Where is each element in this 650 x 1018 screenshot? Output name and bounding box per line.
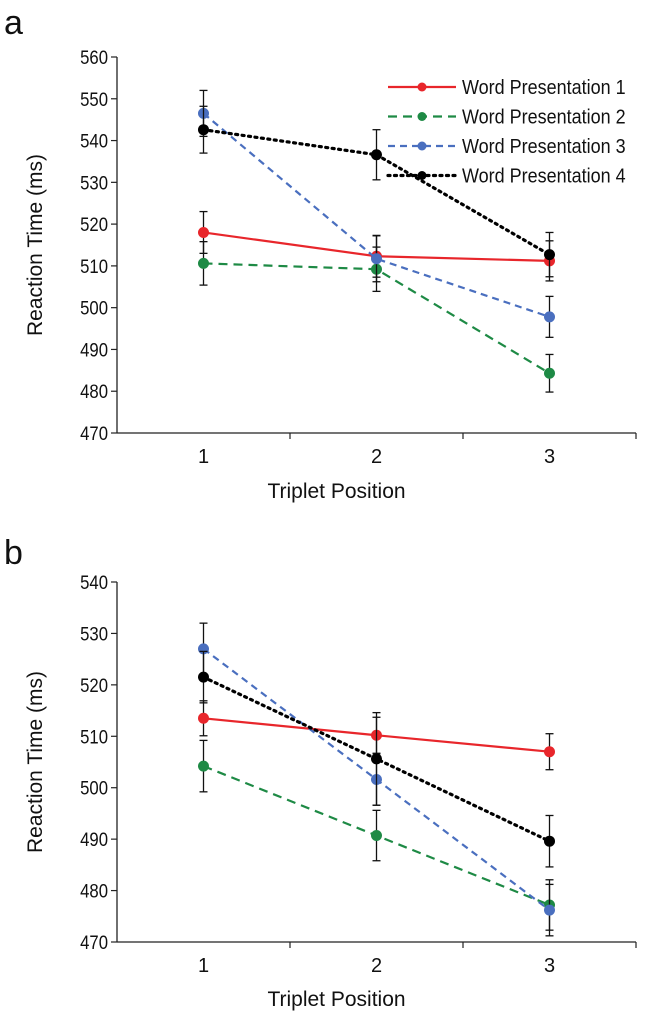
panel-label: a	[4, 4, 23, 42]
y-tick-label: 490	[80, 339, 108, 360]
y-tick-label: 520	[80, 214, 108, 235]
data-point	[371, 753, 382, 765]
y-tick-label: 490	[80, 829, 108, 850]
y-tick-label: 510	[80, 256, 108, 277]
data-point	[371, 830, 382, 842]
data-point	[198, 124, 209, 136]
legend-label: Word Presentation 4	[462, 166, 626, 188]
y-tick-label: 520	[80, 675, 108, 696]
x-tick-label: 2	[371, 955, 382, 977]
data-point	[544, 367, 555, 379]
x-tick-label: 1	[198, 955, 209, 977]
y-tick-label: 500	[80, 778, 108, 799]
data-point	[198, 257, 209, 269]
y-tick-label: 540	[80, 131, 108, 152]
panel-a: a 470 480 490 500 510 520 530 540 550 560 1 2 3 Triple…	[4, 4, 637, 503]
legend-label: Word Presentation 1	[462, 77, 626, 99]
legend-label: Word Presentation 2	[462, 107, 626, 129]
data-point	[544, 746, 555, 758]
data-point	[371, 149, 382, 161]
data-point	[198, 671, 209, 683]
data-point	[198, 226, 209, 238]
series-2	[198, 739, 555, 931]
x-tick-label: 1	[198, 446, 209, 468]
y-tick-label: 510	[80, 726, 108, 747]
legend-marker	[417, 82, 427, 92]
series-4	[198, 105, 555, 278]
legend-marker	[417, 141, 427, 151]
x-tick-label: 2	[371, 446, 382, 468]
y-tick-label: 530	[80, 172, 108, 193]
series-line	[202, 112, 550, 318]
legend-item: Word Presentation 1	[388, 77, 626, 99]
y-axis-label: Reaction Time (ms)	[24, 154, 47, 336]
legend: Word Presentation 1 Word Presentation 2 Wo…	[386, 77, 626, 188]
y-tick-label: 480	[80, 381, 108, 402]
legend-item: Word Presentation 4	[386, 166, 626, 188]
data-point	[371, 253, 382, 265]
x-axis-label: Triplet Position	[267, 988, 405, 1011]
y-tick-label: 500	[80, 298, 108, 319]
data-point	[544, 311, 555, 323]
series-4	[198, 650, 555, 868]
data-point	[544, 835, 555, 847]
legend-item: Word Presentation 2	[388, 107, 626, 129]
legend-label: Word Presentation 3	[462, 136, 626, 158]
legend-marker	[417, 171, 427, 180]
y-tick-label: 530	[80, 623, 108, 644]
y-tick-label: 470	[80, 932, 108, 953]
y-tick-label: 480	[80, 881, 108, 902]
panel-b: b 470 480 490 500 510 520 530 540 1 2 3 Triplet Posi…	[4, 534, 637, 1011]
data-point	[544, 904, 555, 916]
y-tick-label: 470	[80, 423, 108, 444]
y-axis-label: Reaction Time (ms)	[24, 671, 47, 853]
x-tick-label: 3	[544, 955, 555, 977]
panel-label: b	[4, 534, 23, 572]
data-point	[198, 760, 209, 772]
legend-item: Word Presentation 3	[388, 136, 626, 158]
data-point	[198, 712, 209, 724]
data-point	[544, 249, 555, 261]
legend-marker	[417, 112, 427, 121]
x-tick-label: 3	[544, 446, 555, 468]
y-tick-label: 560	[80, 47, 108, 68]
x-axis-label: Triplet Position	[267, 480, 405, 503]
y-tick-label: 540	[80, 572, 108, 593]
y-tick-label: 550	[80, 89, 108, 110]
